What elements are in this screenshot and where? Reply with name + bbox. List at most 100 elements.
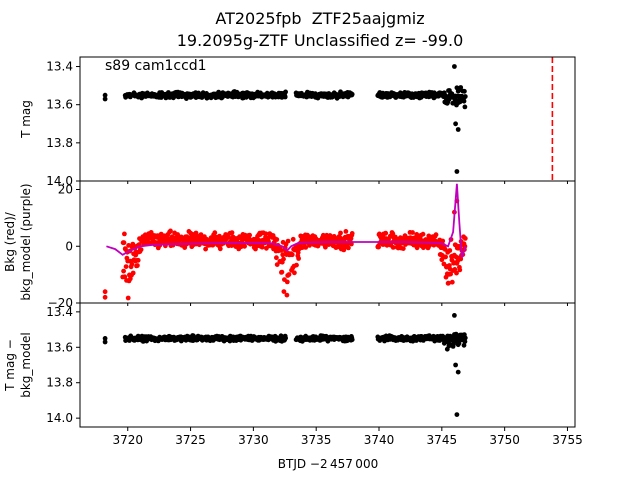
data-point xyxy=(281,289,287,294)
data-point xyxy=(462,104,468,110)
data-point xyxy=(129,261,135,267)
outlier-point xyxy=(102,289,108,295)
data-point xyxy=(452,267,458,272)
data-point xyxy=(295,250,301,256)
data-point xyxy=(292,270,297,276)
data-point xyxy=(346,245,351,251)
data-point xyxy=(349,91,355,97)
x-tick-label: 3730 xyxy=(238,433,269,447)
data-point xyxy=(462,88,467,94)
data-point xyxy=(135,257,141,263)
y-tick-label: 13.6 xyxy=(46,340,73,354)
y-axis-label: bkg_model xyxy=(19,332,33,398)
y-axis-label: Bkg (red)/ xyxy=(3,211,17,272)
data-point xyxy=(286,272,292,277)
data-point xyxy=(376,244,381,250)
data-point xyxy=(433,232,439,238)
y-tick-label: 14.0 xyxy=(46,174,73,188)
data-point xyxy=(278,248,284,253)
data-point xyxy=(338,230,343,236)
data-point xyxy=(457,267,463,273)
outlier-point xyxy=(452,64,457,69)
axes-frame xyxy=(79,302,576,428)
data-point xyxy=(274,255,279,261)
outlier-point xyxy=(454,412,460,417)
data-point xyxy=(121,268,126,274)
data-point xyxy=(274,262,280,267)
outlier-point xyxy=(102,294,108,300)
y-axis-label: bkg_model (purple) xyxy=(19,183,33,300)
outlier-point xyxy=(102,96,108,102)
data-point xyxy=(259,244,265,250)
data-point xyxy=(122,274,128,280)
data-point xyxy=(283,89,288,95)
data-point xyxy=(343,229,349,234)
data-point xyxy=(400,246,406,252)
data-point xyxy=(349,337,355,343)
data-point xyxy=(130,270,136,276)
data-point xyxy=(296,256,301,261)
data-point xyxy=(263,231,269,237)
data-point xyxy=(349,231,355,236)
y-tick-label: −20 xyxy=(48,296,73,310)
data-point xyxy=(247,232,253,238)
data-point xyxy=(456,340,462,346)
data-point xyxy=(451,341,456,347)
data-point xyxy=(279,269,285,275)
data-point xyxy=(454,270,459,276)
y-tick-label: 13.8 xyxy=(46,376,73,390)
data-point xyxy=(458,85,464,90)
outlier-point xyxy=(102,92,108,98)
data-point xyxy=(443,254,448,260)
data-point xyxy=(123,264,129,269)
data-point xyxy=(414,245,420,251)
y-tick-label: 13.6 xyxy=(46,98,73,112)
data-point xyxy=(289,252,295,258)
data-point xyxy=(125,295,131,301)
data-point xyxy=(458,256,464,262)
data-point xyxy=(383,230,389,236)
data-point xyxy=(341,247,347,253)
data-point xyxy=(283,335,288,341)
data-point xyxy=(280,252,286,258)
y-axis-label: T mag xyxy=(19,100,33,139)
y-axis-label: T mag − xyxy=(3,339,17,392)
sector-annotation: s89 cam1ccd1 xyxy=(105,58,207,74)
data-point xyxy=(126,243,131,248)
y-tick-label: 13.4 xyxy=(46,60,73,74)
y-tick-label: 13.4 xyxy=(46,305,73,319)
data-point xyxy=(420,231,426,237)
outlier-point xyxy=(102,339,108,345)
bkg-model-line xyxy=(106,183,467,258)
data-point xyxy=(447,248,453,253)
data-point xyxy=(462,94,468,99)
data-point xyxy=(217,246,223,252)
outlier-point xyxy=(454,169,460,174)
y-tick-label: 14.0 xyxy=(46,411,73,425)
x-tick-label: 3740 xyxy=(364,433,395,447)
outlier-point xyxy=(452,313,457,318)
x-tick-label: 3735 xyxy=(301,433,332,447)
data-point xyxy=(449,279,455,285)
panel-middle: −20 0 20 Bkg (red)/bkg_model (purple) xyxy=(3,180,576,310)
data-point xyxy=(284,292,290,298)
data-point xyxy=(461,342,467,348)
data-point xyxy=(168,228,173,234)
data-point xyxy=(285,238,291,244)
data-point xyxy=(203,246,209,252)
data-point xyxy=(138,247,144,253)
outlier-point xyxy=(455,369,461,375)
data-point xyxy=(282,94,288,100)
x-tick-label: 3725 xyxy=(175,433,206,447)
x-tick-label: 3750 xyxy=(489,433,520,447)
data-point xyxy=(462,335,468,341)
data-point xyxy=(169,234,175,240)
data-point xyxy=(284,279,290,285)
x-tick-label: 3755 xyxy=(552,433,583,447)
y-tick-label: 13.8 xyxy=(46,136,73,150)
data-point xyxy=(462,236,468,241)
outlier-point xyxy=(102,336,108,341)
chart-title-line1: AT2025fpb ZTF25aajgmiz xyxy=(215,9,425,28)
data-point xyxy=(122,231,127,237)
data-point xyxy=(193,230,199,236)
